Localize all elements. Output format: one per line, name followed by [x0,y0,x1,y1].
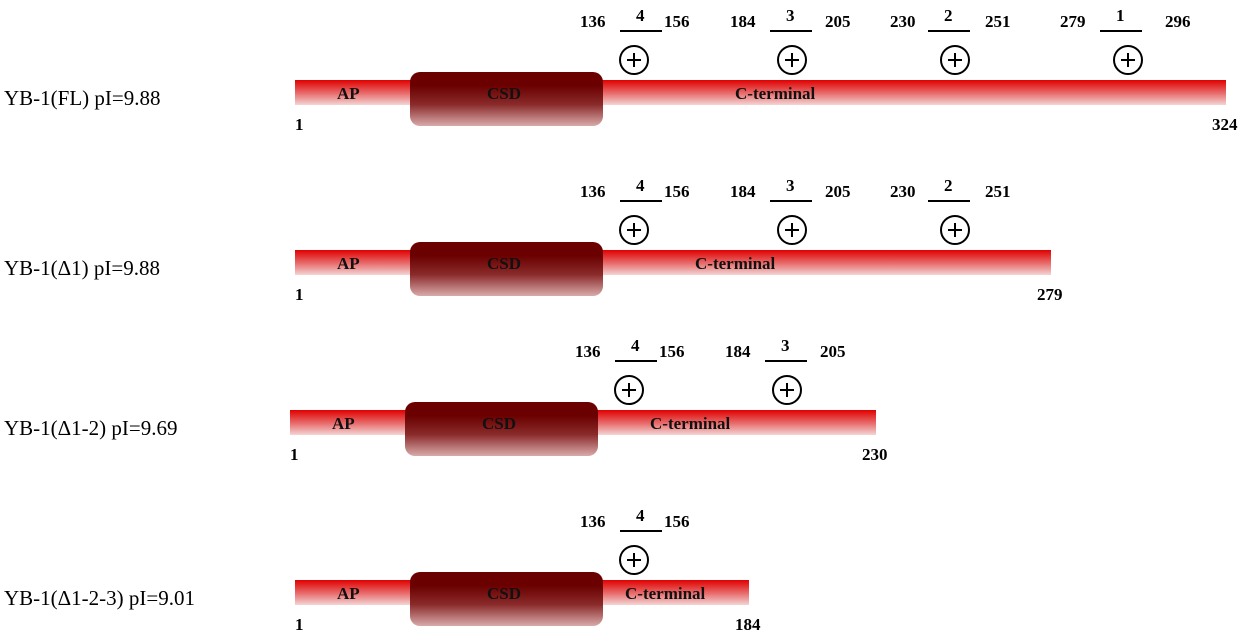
segment-number: 4 [636,6,645,25]
segment-number: 3 [786,176,795,195]
positive-charge-icon [1113,45,1143,75]
positive-charge-icon [614,375,644,405]
segment-end: 296 [1165,12,1191,31]
protein-bar [295,250,1051,275]
segment-number: 2 [944,176,953,195]
c-terminal-label: C-terminal [735,84,816,103]
segment-number: 3 [786,6,795,25]
segment-number: 3 [781,336,790,355]
segment-end: 205 [825,182,851,201]
positive-charge-icon [777,215,807,245]
segment-start: 136 [580,12,606,31]
segment-number: 1 [1116,6,1125,25]
segment-line [770,200,812,202]
segment-end: 251 [985,182,1011,201]
start-residue: 1 [290,445,299,464]
segment-start: 279 [1060,12,1086,31]
positive-charge-icon [619,545,649,575]
positive-charge-icon [772,375,802,405]
segment-start: 136 [580,182,606,201]
start-residue: 1 [295,285,304,304]
segment-start: 184 [730,182,756,201]
segment-start: 136 [580,512,606,531]
ap-label: AP [337,584,360,603]
segment-start: 230 [890,12,916,31]
construct-label: YB-1(Δ1) pI=9.88 [4,256,160,280]
segment-end: 205 [820,342,846,361]
construct-label: YB-1(Δ1-2) pI=9.69 [4,416,178,440]
positive-charge-icon [940,215,970,245]
construct-label: YB-1(FL) pI=9.88 [4,86,161,110]
segment-start: 230 [890,182,916,201]
segment-line [620,200,662,202]
end-residue: 324 [1212,115,1238,134]
csd-domain [405,402,598,456]
start-residue: 1 [295,115,304,134]
segment-line [928,30,970,32]
csd-label: CSD [487,254,522,273]
positive-charge-icon [619,45,649,75]
segment-end: 156 [664,182,690,201]
segment-end: 156 [664,12,690,31]
segment-end: 156 [664,512,690,531]
ap-label: AP [332,414,355,433]
segment-start: 136 [575,342,601,361]
csd-domain [410,72,603,126]
segment-line [615,360,657,362]
positive-charge-icon [940,45,970,75]
segment-end: 156 [659,342,685,361]
segment-line [620,530,662,532]
positive-charge-icon [619,215,649,245]
csd-label: CSD [487,84,522,103]
segment-line [620,30,662,32]
segment-line [1100,30,1142,32]
segment-line [770,30,812,32]
ap-label: AP [337,254,360,273]
csd-domain [410,572,603,626]
ap-label: AP [337,84,360,103]
segment-number: 4 [636,176,645,195]
segment-number: 4 [636,506,645,525]
end-residue: 184 [735,615,761,634]
end-residue: 230 [862,445,888,464]
segment-start: 184 [725,342,751,361]
segment-end: 251 [985,12,1011,31]
c-terminal-label: C-terminal [695,254,776,273]
segment-line [928,200,970,202]
segment-line [765,360,807,362]
segment-end: 205 [825,12,851,31]
csd-label: CSD [482,414,517,433]
segment-number: 4 [631,336,640,355]
segment-number: 2 [944,6,953,25]
start-residue: 1 [295,615,304,634]
segment-start: 184 [730,12,756,31]
end-residue: 279 [1037,285,1063,304]
csd-label: CSD [487,584,522,603]
c-terminal-label: C-terminal [650,414,731,433]
c-terminal-label: C-terminal [625,584,706,603]
csd-domain [410,242,603,296]
positive-charge-icon [777,45,807,75]
construct-label: YB-1(Δ1-2-3) pI=9.01 [4,586,195,610]
